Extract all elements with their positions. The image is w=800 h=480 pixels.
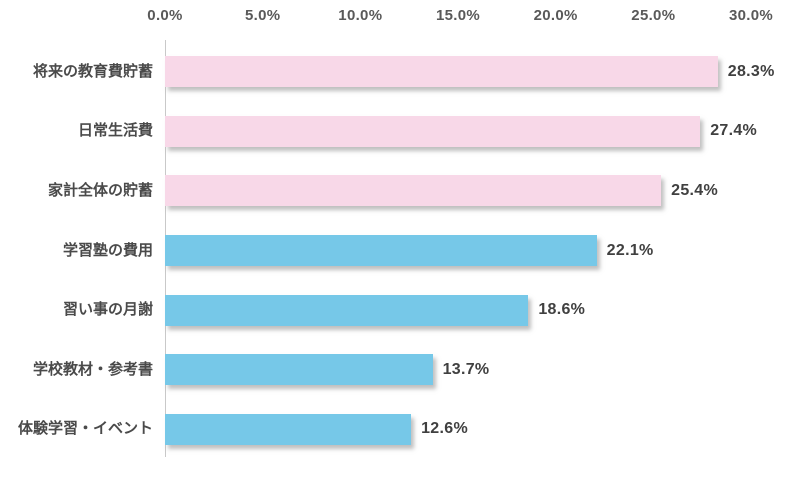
bar-track: 25.4% [165,175,751,207]
x-axis: 0.0% 5.0% 10.0% 15.0% 20.0% 25.0% 30.0% [147,7,772,29]
chart-row: 日常生活費 27.4% [0,102,800,162]
category-label: 学習塾の費用 [62,241,153,259]
bar-track: 18.6% [165,294,751,326]
bar [165,354,433,386]
chart-row: 体験学習・イベント 12.6% [0,400,800,460]
value-label: 28.3% [727,62,775,80]
category-label: 家計全体の貯蓄 [47,181,153,199]
chart-row: 将来の教育費貯蓄 28.3% [0,42,800,102]
bar [165,175,662,207]
bar-track: 27.4% [165,115,757,147]
bar [165,294,529,326]
x-axis-tick: 10.0% [338,7,383,24]
chart-row: 学校教材・参考書 13.7% [0,340,800,400]
category-label: 習い事の月謝 [62,301,153,319]
bar-track: 22.1% [165,235,751,267]
bar [165,56,718,88]
chart-row: 学習塾の費用 22.1% [0,221,800,281]
chart-row: 家計全体の貯蓄 25.4% [0,161,800,221]
x-axis-tick: 25.0% [631,7,676,24]
bar [165,115,701,147]
value-label: 13.7% [442,360,490,378]
value-label: 12.6% [421,420,468,438]
bar [165,413,412,445]
category-label: 日常生活費 [77,122,153,140]
x-axis-tick: 20.0% [533,7,578,24]
bar [165,235,597,267]
x-axis-tick: 15.0% [435,7,481,24]
category-label: 学校教材・参考書 [32,360,153,378]
chart-rows: 将来の教育費貯蓄 28.3% 日常生活費 27.4% 家計全体の貯蓄 25.4%… [0,42,800,459]
category-label: 体験学習・イベント [17,420,153,438]
value-label: 27.4% [710,122,758,140]
x-axis-tick: 0.0% [147,7,183,24]
category-label: 将来の教育費貯蓄 [32,62,153,80]
value-label: 22.1% [606,241,654,259]
x-axis-tick: 5.0% [244,7,281,24]
bar-track: 28.3% [165,56,774,88]
bar-track: 12.6% [165,413,751,445]
chart-row: 習い事の月謝 18.6% [0,280,800,340]
value-label: 18.6% [538,301,586,319]
bar-track: 13.7% [165,354,751,386]
x-axis-tick: 30.0% [728,7,774,24]
value-label: 25.4% [671,181,719,199]
